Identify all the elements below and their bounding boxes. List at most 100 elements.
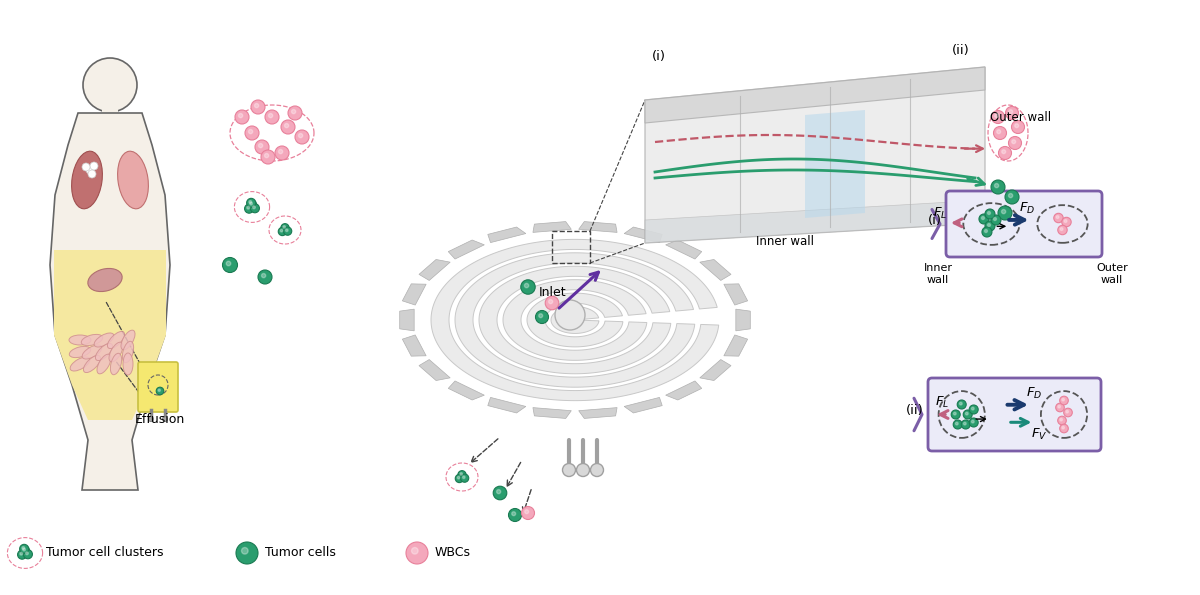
Text: (i): (i) [928,214,942,227]
Text: Outer wall: Outer wall [990,111,1051,124]
Circle shape [982,217,984,220]
Circle shape [284,124,289,128]
Polygon shape [533,408,571,418]
Polygon shape [646,67,985,123]
Polygon shape [402,335,426,356]
Circle shape [554,300,586,330]
Circle shape [985,209,995,219]
Circle shape [1006,107,1019,120]
Circle shape [20,546,30,555]
Circle shape [247,198,256,208]
Circle shape [245,126,259,140]
Polygon shape [487,227,526,243]
Polygon shape [402,284,426,305]
Circle shape [256,140,269,154]
Text: Inlet: Inlet [539,286,566,299]
Circle shape [955,422,958,425]
Polygon shape [700,359,731,381]
Polygon shape [646,67,985,243]
Circle shape [548,300,553,303]
Circle shape [952,410,960,419]
Circle shape [251,100,265,114]
Circle shape [988,224,990,227]
Circle shape [958,400,966,409]
Circle shape [961,420,971,429]
Polygon shape [419,359,450,381]
Circle shape [281,230,283,232]
Circle shape [964,422,966,425]
Circle shape [539,314,542,318]
Circle shape [299,133,302,137]
Circle shape [90,162,98,170]
Circle shape [462,476,466,478]
Circle shape [281,120,295,134]
Text: Inner wall: Inner wall [756,235,814,248]
Text: Outer
wall: Outer wall [1096,263,1128,284]
Polygon shape [487,397,526,413]
Ellipse shape [70,346,91,358]
Circle shape [245,204,253,213]
Text: (i): (i) [652,50,666,63]
Circle shape [991,111,1004,124]
Polygon shape [551,306,599,333]
Circle shape [995,183,998,187]
FancyBboxPatch shape [138,362,178,412]
Circle shape [288,106,302,120]
Circle shape [292,109,295,114]
Polygon shape [724,284,748,305]
Ellipse shape [70,357,90,371]
Polygon shape [624,397,662,413]
FancyBboxPatch shape [946,191,1102,257]
Circle shape [1057,226,1067,234]
Ellipse shape [109,342,124,362]
Circle shape [149,416,154,421]
Ellipse shape [96,343,113,361]
Polygon shape [527,293,623,347]
Circle shape [248,130,253,134]
Ellipse shape [108,331,125,349]
Circle shape [522,506,534,519]
Polygon shape [449,381,485,400]
Circle shape [970,418,978,427]
Circle shape [18,550,26,559]
Bar [102,103,118,113]
Circle shape [1062,427,1064,429]
Polygon shape [503,280,647,361]
Circle shape [1057,416,1067,425]
Ellipse shape [82,334,103,346]
Circle shape [1062,398,1064,401]
Circle shape [509,509,522,521]
Circle shape [253,206,256,209]
Circle shape [258,143,263,148]
Polygon shape [736,309,750,331]
Circle shape [236,542,258,564]
Circle shape [953,420,962,429]
Circle shape [1002,209,1006,214]
Circle shape [994,218,996,221]
Circle shape [1004,190,1019,204]
Ellipse shape [122,342,133,363]
Text: $F_L$: $F_L$ [932,206,947,221]
Circle shape [960,402,962,405]
Circle shape [1062,217,1072,227]
Polygon shape [666,381,702,400]
Circle shape [250,202,252,205]
Circle shape [460,472,462,475]
Polygon shape [805,110,865,218]
Text: $F_V$: $F_V$ [1031,427,1048,441]
Circle shape [458,471,466,479]
Polygon shape [533,221,571,233]
Polygon shape [400,309,414,331]
Circle shape [1060,424,1068,433]
Circle shape [998,206,1012,220]
Circle shape [1060,396,1068,405]
Circle shape [1002,150,1006,154]
Circle shape [972,407,974,410]
Circle shape [524,283,529,288]
Ellipse shape [84,355,101,372]
Ellipse shape [94,333,114,347]
Circle shape [264,154,269,158]
Text: $F_L$: $F_L$ [935,395,949,411]
Ellipse shape [82,345,102,359]
Circle shape [281,224,289,232]
